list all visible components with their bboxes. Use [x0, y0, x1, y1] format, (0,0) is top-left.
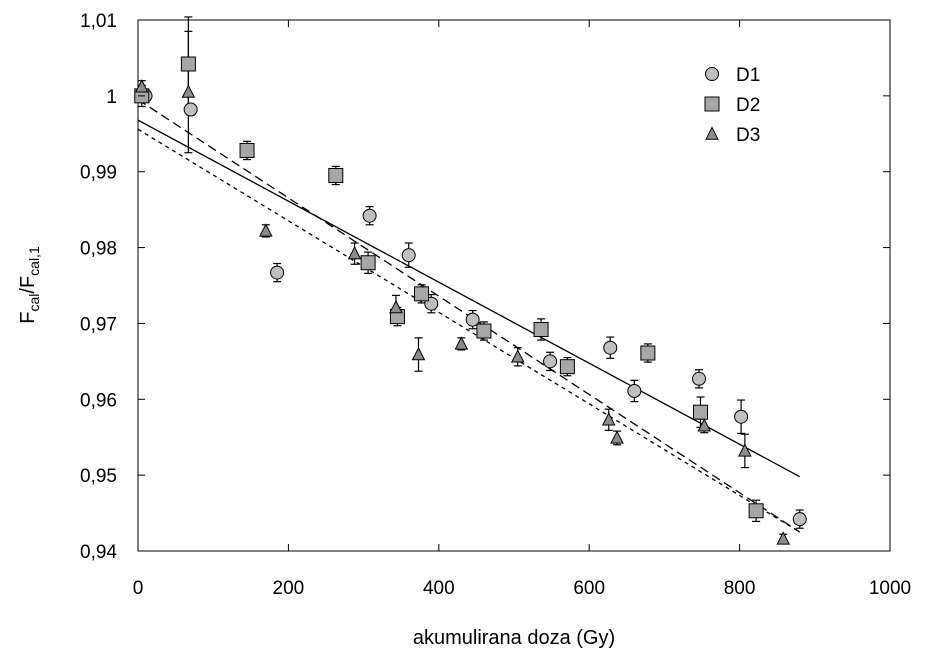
point-d1-6 [465, 312, 480, 327]
point-d2-1 [180, 56, 196, 72]
data-markers [134, 56, 807, 545]
point-d2-7 [476, 323, 492, 339]
x-tick-label: 600 [573, 578, 605, 599]
error-bars [137, 16, 804, 545]
point-d3-10 [697, 418, 712, 432]
point-d2-12 [748, 503, 764, 519]
fit-line-solid [137, 119, 801, 478]
legend-label-d2: D2 [736, 95, 760, 116]
point-d1-4 [401, 248, 416, 263]
point-d1-9 [627, 383, 642, 398]
point-d2-11 [692, 404, 708, 420]
point-d3-1 [181, 84, 196, 98]
point-d2-3 [328, 168, 344, 184]
y-tick-label: 0,97 [80, 314, 117, 335]
point-d3-6 [454, 336, 469, 350]
plot-frame [137, 19, 891, 552]
point-d3-3 [347, 246, 362, 260]
legend: D1 D2 D3 [704, 65, 760, 146]
point-d3-5 [411, 346, 426, 361]
legend-label-d3: D3 [736, 125, 760, 146]
legend-item-d3: D3 [705, 125, 760, 146]
point-d3-7 [510, 349, 525, 363]
y-tick-label: 0,96 [80, 390, 117, 411]
point-d3-8 [601, 412, 616, 426]
point-d2-4 [360, 255, 376, 271]
point-d2-10 [640, 345, 656, 361]
point-d3-0 [134, 79, 149, 93]
legend-item-d1: D1 [705, 65, 760, 86]
point-d2-2 [239, 142, 255, 158]
legend-marker-d1 [705, 67, 719, 81]
y-axis-title: Fcal/Fcal,1 [17, 246, 42, 324]
point-d3-11 [738, 443, 752, 457]
point-d3-9 [610, 430, 624, 444]
point-d1-11 [734, 409, 749, 424]
axis-ticks [137, 19, 891, 552]
x-axis-title: akumulirana doza (Gy) [413, 627, 615, 649]
point-d1-7 [543, 354, 558, 369]
point-d1-2 [270, 265, 285, 280]
y-tick-label: 0,94 [80, 542, 117, 563]
legend-marker-d2 [704, 96, 720, 112]
point-d2-8 [533, 321, 549, 337]
x-tick-label: 200 [273, 578, 305, 599]
y-title-main: F [17, 312, 39, 324]
x-tick-label: 1000 [869, 578, 911, 599]
point-d2-9 [559, 359, 575, 375]
point-d1-8 [603, 340, 618, 355]
point-d1-12 [792, 512, 807, 527]
x-tick-label: 0 [133, 578, 144, 599]
point-d1-10 [691, 371, 706, 386]
y-tick-label: 1,01 [80, 11, 117, 32]
y-tick-label: 0,95 [80, 466, 117, 487]
y-tick-label: 0,98 [80, 239, 117, 260]
legend-marker-d3 [705, 126, 719, 140]
x-tick-label: 400 [423, 578, 455, 599]
y-title-sub2: cal,1 [26, 246, 42, 276]
point-d3-12 [776, 531, 791, 545]
y-title-mid: /F [17, 276, 39, 294]
axis-tick-labels: 0 200 400 600 800 1000 0,94 0,95 0,96 0,97 0,98 0,9… [80, 11, 911, 599]
point-d3-2 [259, 223, 273, 237]
point-d1-1 [183, 102, 198, 117]
point-d3-4 [389, 299, 403, 314]
y-tick-label: 1 [106, 87, 117, 108]
point-d2-6 [414, 286, 430, 302]
legend-label-d1: D1 [736, 65, 760, 86]
x-tick-label: 800 [724, 578, 756, 599]
y-tick-label: 0,99 [80, 163, 117, 184]
fit-line-short-dash [137, 128, 801, 533]
point-d1-3 [362, 208, 377, 223]
y-title-sub1: cal [26, 294, 42, 312]
legend-item-d2: D2 [704, 95, 760, 116]
